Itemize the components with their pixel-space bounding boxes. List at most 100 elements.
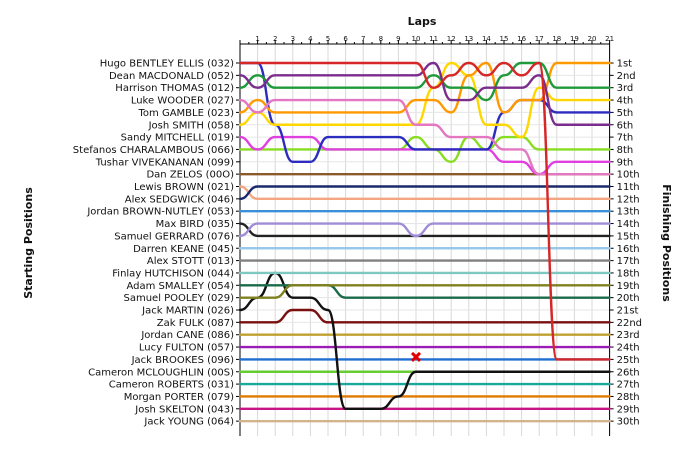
driver-series-line [238,308,611,324]
finishing-position-label: 11th [617,182,640,193]
y-axis-title-right: Finishing Positions [660,184,673,302]
finishing-position-label: 12th [617,194,640,205]
finishing-position-label: 29th [617,404,640,415]
driver-series-line [238,185,611,201]
finishing-position-label: 1st [617,59,633,70]
lap-tick-label: 21 [605,35,614,43]
finishing-position-label: 28th [617,392,640,403]
starting-driver-label: Josh SKELTON (043) [134,404,234,415]
starting-driver-label: Darren KEANE (045) [133,244,234,255]
lap-tick-label: 10 [412,35,421,43]
finishing-position-label: 24th [617,343,640,354]
finishing-position-label: 18th [617,268,640,279]
driver-series-line [238,222,611,238]
lap-tick-label: 3 [291,35,295,43]
starting-driver-label: Jordan CANE (086) [140,330,234,341]
finishing-position-label: 2nd [617,71,636,82]
finishing-position-label: 23rd [617,330,640,341]
lap-tick-label: 20 [588,35,597,43]
starting-driver-label: Jordan BROWN-NUTLEY (053) [86,207,234,218]
lap-tick-label: 9 [396,35,400,43]
finishing-position-label: 22nd [617,318,642,329]
finishing-position-label: 7th [617,133,634,144]
starting-driver-label: Samuel GERRARD (076) [114,231,234,242]
starting-driver-label: Jack YOUNG (064) [143,417,234,428]
driver-series-line [238,61,611,361]
lap-tick-label: 2 [273,35,277,43]
finishing-position-label: 6th [617,120,634,131]
finishing-position-label: 3rd [617,83,634,94]
finishing-position-label: 16th [617,244,640,255]
finishing-position-label: 5th [617,108,634,119]
driver-series-line [238,271,611,410]
starting-driver-label: Finlay HUTCHISON (044) [112,268,234,279]
starting-driver-label: Lucy FULTON (057) [139,343,234,354]
x-axis-title: Laps [408,15,437,28]
lap-tick-label: 12 [447,35,456,43]
driver-series-line [238,61,611,126]
driver-series-line [238,61,611,102]
starting-driver-label: Samuel POOLEY (029) [123,293,234,304]
finishing-position-label: 14th [617,219,640,230]
starting-driver-label: Tom GAMBLE (023) [138,108,235,119]
finishing-position-label: 17th [617,256,640,267]
finishing-position-label: 8th [617,145,634,156]
lap-tick-label: 8 [379,35,383,43]
lap-tick-label: 14 [482,35,491,43]
driver-series-line [238,284,611,299]
starting-driver-label: Luke WOODER (027) [131,96,234,107]
finishing-position-label: 26th [617,367,640,378]
finishing-position-label: 30th [617,417,640,428]
starting-driver-label: Alex SEDGWICK (046) [125,194,234,205]
starting-driver-label: Dan ZELOS (00O) [146,170,234,181]
starting-driver-label: Zak FULK (087) [157,318,234,329]
marker-layer [410,351,422,362]
driver-series-line [238,61,611,139]
retirement-marker [410,351,422,362]
starting-driver-label: Cameron MCLOUGHLIN (00S) [88,367,234,378]
finishing-position-label: 21st [617,306,639,317]
finishing-position-label: 13th [617,207,640,218]
starting-driver-label: Cameron ROBERTS (031) [109,380,234,391]
finishing-position-label: 25th [617,355,640,366]
starting-driver-label: Adam SMALLEY (054) [126,281,234,292]
starting-driver-label: Sandy MITCHELL (019) [121,133,234,144]
lap-tick-label: 19 [570,35,579,43]
series-layer [238,61,611,423]
starting-driver-label: Lewis BROWN (021) [134,182,234,193]
retirement-marker-stroke [410,351,422,362]
lap-tick-label: 16 [517,35,526,43]
lap-tick-label: 11 [429,35,438,43]
starting-driver-label: Hugo BENTLEY ELLIS (032) [100,59,234,70]
lap-tick-label: 15 [500,35,509,43]
lap-tick-label: 4 [308,35,313,43]
finishing-position-label: 4th [617,96,634,107]
finishing-position-label: 9th [617,157,634,168]
lap-tick-label: 1 [255,35,259,43]
lap-tick-label: 6 [343,35,348,43]
finishing-position-label: 10th [617,170,640,181]
finishing-position-label: 20th [617,293,640,304]
driver-series-line [238,98,611,176]
lap-tick-label: 13 [464,35,473,43]
finishing-position-label: 19th [617,281,640,292]
starting-driver-label: Josh SMITH (058) [148,120,235,131]
lap-tick-label: 18 [552,35,561,43]
driver-series-line [238,61,611,114]
starting-driver-label: Dean MACDONALD (052) [109,71,234,82]
starting-driver-label: Morgan PORTER (079) [124,392,234,403]
y-axis-title-left: Starting Positions [22,187,35,299]
starting-driver-label: Tushar VIVEKANANAN (099) [95,157,234,168]
lap-tick-label: 17 [535,35,544,43]
starting-driver-label: Harrison THOMAS (012) [115,83,234,94]
lap-tick-label: 5 [326,35,330,43]
starting-driver-label: Alex STOTT (013) [147,256,234,267]
starting-driver-label: Jack MARTIN (026) [141,306,234,317]
finishing-position-label: 15th [617,231,640,242]
starting-driver-label: Stefanos CHARALAMBOUS (066) [73,145,234,156]
finishing-position-label: 27th [617,380,640,391]
lap-tick-label: 7 [361,35,365,43]
